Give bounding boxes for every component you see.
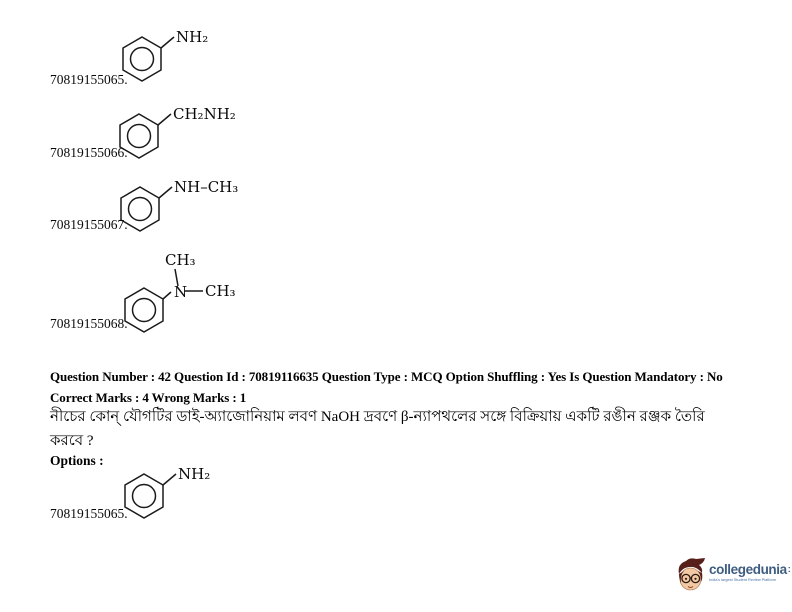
- methyl-right-label: CH₃: [205, 282, 236, 300]
- aniline-structure-drawing: NH₂: [124, 465, 210, 519]
- bond-line: [157, 113, 172, 126]
- substituent-label: NH–CH₃: [174, 178, 238, 196]
- question-body-line2: করবে ?: [50, 433, 94, 449]
- substituent-label: NH₂: [176, 28, 208, 46]
- benzylamine-structure-drawing: CH₂NH₂: [119, 105, 236, 159]
- benzene-ring-icon: [122, 36, 162, 82]
- question-metadata: Question Number : 42 Question Id : 70819…: [50, 366, 723, 408]
- benzene-ring-icon: [124, 473, 164, 519]
- question-meta-line2: Correct Marks : 4 Wrong Marks : 1: [50, 390, 247, 405]
- aniline-structure-drawing: NH₂: [122, 28, 208, 82]
- bond-line-vertical: [174, 268, 179, 287]
- benzene-ring-icon: [124, 287, 164, 333]
- collegedunia-logo: collegedunia : India's largest Student R…: [676, 557, 792, 597]
- bond-line: [160, 36, 175, 49]
- collegedunia-mascot-icon: [678, 558, 705, 591]
- options-heading: Options :: [50, 453, 104, 468]
- substituent-label: CH₂NH₂: [173, 105, 236, 123]
- n-methylaniline-structure-drawing: NH–CH₃: [120, 178, 238, 232]
- structure-aniline-1: NH₂: [112, 19, 252, 89]
- substituent-label: NH₂: [178, 465, 210, 483]
- nitrogen-label: N: [174, 283, 187, 301]
- option-id: 70819155067.: [50, 217, 128, 232]
- bond-line: [158, 186, 173, 199]
- nn-dimethylaniline-structure-drawing: N CH₃ CH₃: [124, 251, 236, 333]
- option-id: 70819155065.: [50, 72, 128, 87]
- option-id: 70819155066.: [50, 145, 128, 160]
- option-id: 70819155068.: [50, 316, 128, 331]
- bond-line: [162, 291, 172, 300]
- option-id: 70819155065.: [50, 506, 128, 521]
- structure-aniline-2: NH₂: [114, 456, 254, 526]
- structure-benzylamine: CH₂NH₂: [109, 96, 249, 166]
- methyl-top-label: CH₃: [165, 251, 196, 269]
- logo-brand-text: collegedunia: [709, 562, 787, 577]
- question-meta-line1: Question Number : 42 Question Id : 70819…: [50, 369, 723, 384]
- logo-mark: :: [787, 564, 791, 574]
- question-body-line1: নীচের কোন্ যৌগটির ডাই-অ্যাজোনিয়াম লবণ N…: [50, 409, 705, 425]
- bond-line: [162, 473, 177, 486]
- structure-nn-dimethylaniline: N CH₃ CH₃: [114, 244, 264, 356]
- question-body: নীচের কোন্ যৌগটির ডাই-অ্যাজোনিয়াম লবণ N…: [50, 405, 705, 453]
- structure-n-methylaniline: NH–CH₃: [110, 169, 250, 239]
- logo-tagline: India's largest Student Review Platform: [709, 578, 777, 582]
